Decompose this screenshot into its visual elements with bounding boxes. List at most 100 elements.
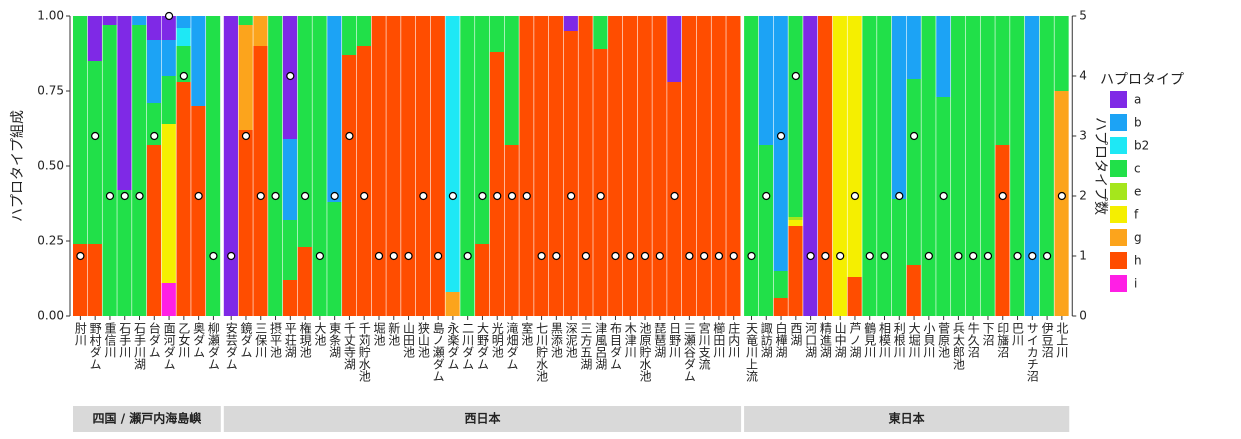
count-point [300,191,310,201]
bar-segment [146,40,162,103]
count-point [626,251,635,261]
facet-label: 西日本 [464,411,500,426]
bar-segment [578,16,593,316]
legend-key [1110,183,1127,200]
y-tick-label: 0.00 [37,309,64,323]
bar-segment [637,16,652,316]
bar-segment [87,244,102,316]
bar-segment [951,16,966,316]
bar-segment [1054,16,1069,91]
x-tick-label: 大野ダム [475,322,489,370]
x-tick-label: 北上川 [1055,322,1069,358]
x-tick-label: 乙女川 [177,322,191,358]
facet-strip [223,406,742,432]
bar-segment [593,16,608,49]
x-tick-label: 千苅貯水池 [357,322,371,382]
count-point [836,251,845,261]
count-point [821,251,830,261]
legend-key [1110,137,1127,154]
x-tick-label: 相模川 [878,322,892,358]
bar-segment [297,247,312,316]
x-tick-label: 巴川 [1011,322,1025,346]
count-point [670,191,679,201]
bar-segment [176,82,191,316]
x-tick-label: 野村ダム [88,322,102,370]
bar-segment [847,16,862,277]
x-tick-label: 宮川支流 [697,321,711,370]
legend-label: f [1134,208,1139,222]
bar-segment [847,277,862,316]
count-point [286,71,295,81]
bar-segment [788,226,803,316]
legend-label: a [1134,93,1141,107]
x-tick-label: 滝畑ダム [505,322,519,370]
count-point [762,191,771,201]
bar-segment [253,46,268,316]
bar-segment [921,16,936,316]
bar-segment [238,130,253,316]
bar-segment [117,190,132,316]
count-point [463,251,472,261]
bar-segment [995,16,1010,145]
bar-segment [504,145,519,316]
x-tick-label: サイカチ沼 [1025,322,1039,382]
count-point [537,251,546,261]
bar-segment [297,16,312,247]
x-tick-label: 津風呂湖 [594,322,608,370]
count-point [983,251,993,261]
x-tick-label: 東条湖 [328,322,342,358]
bar-segment [877,16,892,316]
count-point [1042,251,1052,261]
facet-strip [744,406,1070,432]
bar-segment [161,124,176,283]
bar-segment [460,16,475,316]
count-point [1013,251,1022,261]
count-point [747,251,756,261]
count-point [552,251,561,261]
bar-segment [386,16,401,316]
count-point [880,251,889,261]
legend-title: ハプロタイプ [1100,72,1184,88]
count-point [729,251,738,261]
legend-label: b [1134,116,1142,130]
bar-segment [176,46,191,82]
count-point [271,191,280,201]
bar-segment [563,31,578,316]
bar-segment [282,139,298,220]
x-tick-label: 平荘湖 [283,322,297,358]
count-point [1028,251,1037,261]
count-point [389,251,398,261]
bar-segment [936,97,951,316]
count-point [434,251,443,261]
x-tick-label: 大池 [313,322,327,346]
count-point [256,191,265,201]
count-point [865,251,874,261]
bar-segment [965,16,980,316]
count-point [522,191,531,201]
count-point [179,71,188,81]
y2-tick-label: 2 [1079,189,1087,203]
x-tick-label: 伊豆沼 [1040,322,1054,358]
y2-axis-title: ハプロタイプ数 [1092,117,1108,215]
bar-segment [445,16,460,292]
x-tick-label: 肘川 [73,321,87,346]
count-point [969,251,978,261]
bar-segment [788,16,803,217]
bar-segment [401,16,416,316]
bar-segment [489,16,505,52]
bar-segment [818,16,833,316]
count-point [448,191,457,201]
x-tick-label: 鏡ダム [239,321,253,358]
x-tick-label: 印旛沼 [996,322,1010,358]
y-tick-label: 0.50 [37,159,64,173]
bar-segment [87,16,102,61]
x-tick-label: 室池 [520,321,534,346]
count-point [76,251,85,261]
x-tick-label: 狭山池 [416,322,430,358]
bar-segment [253,16,268,46]
legend-key [1110,91,1127,108]
y-tick-label: 0.25 [37,234,64,248]
count-point [685,251,694,261]
legend-label: i [1134,277,1137,291]
bar-segment [1039,16,1054,316]
